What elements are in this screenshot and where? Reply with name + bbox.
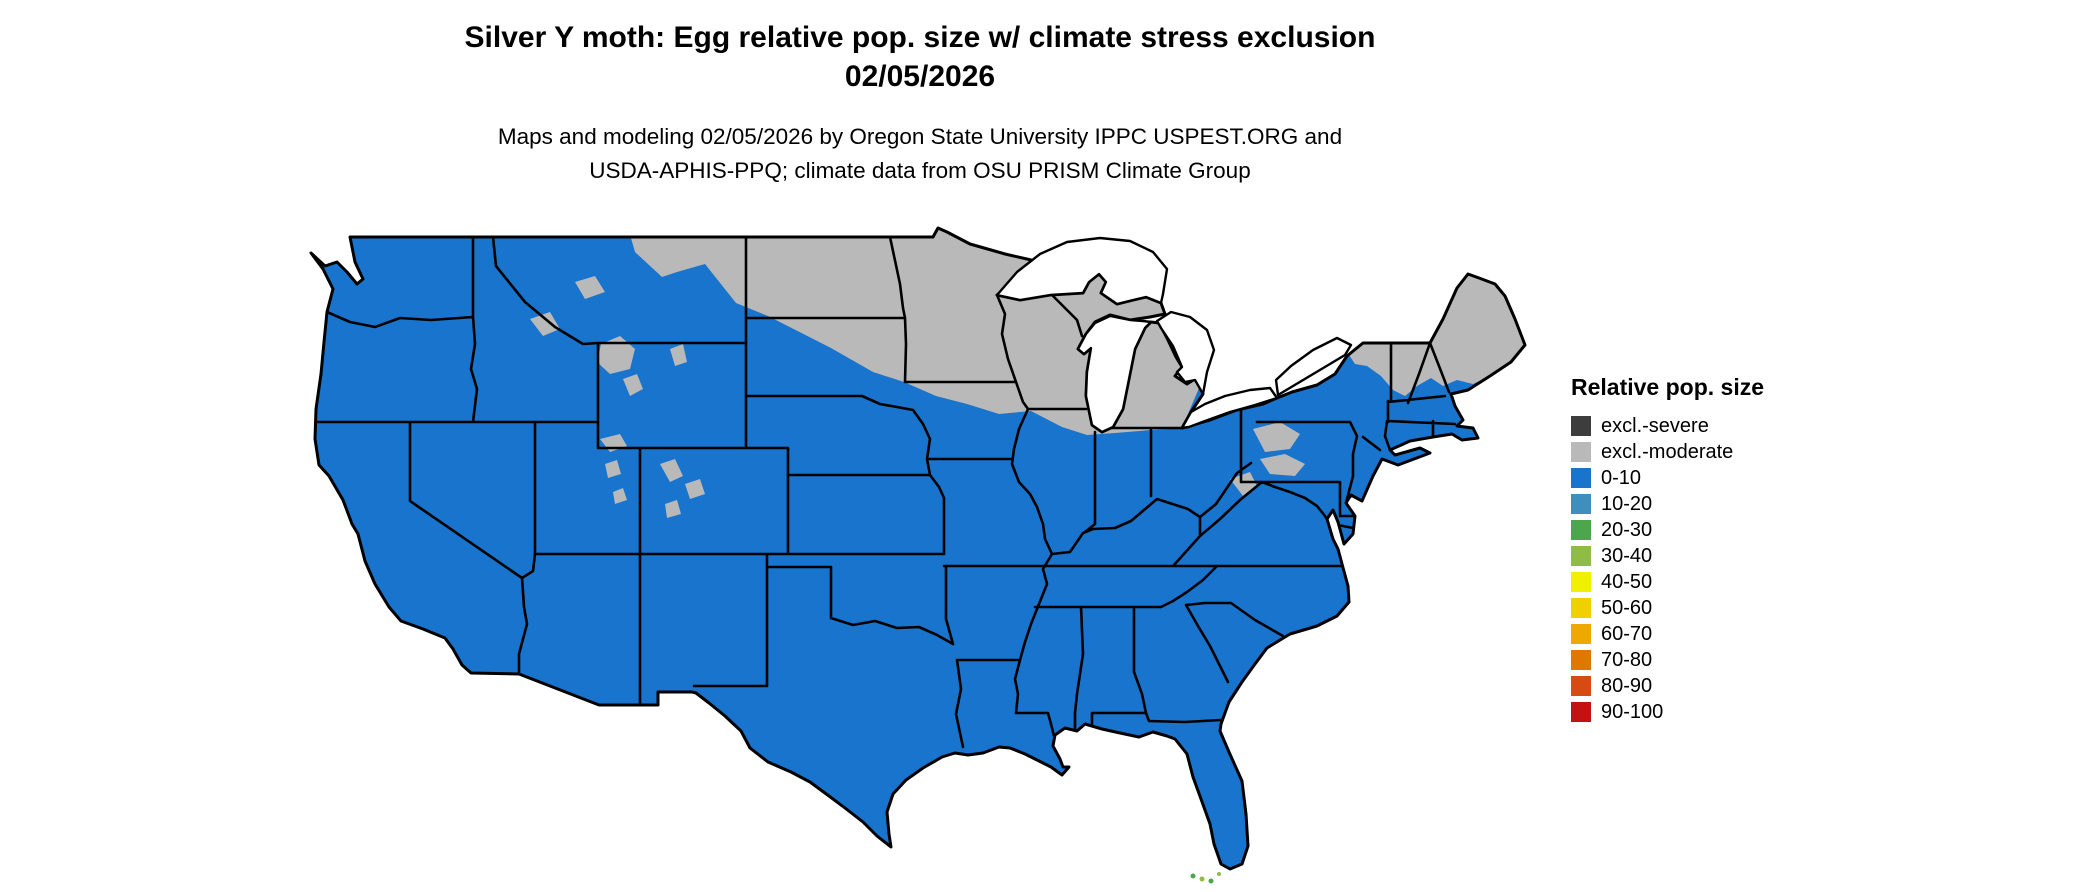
legend-label: excl.-moderate	[1601, 440, 1734, 463]
legend-swatch	[1571, 416, 1591, 436]
legend-swatch	[1571, 650, 1591, 670]
legend-swatch	[1571, 624, 1591, 644]
lake-huron	[1155, 310, 1216, 396]
legend-label: 60-70	[1601, 622, 1653, 645]
map-date: 02/05/2026	[844, 60, 996, 93]
legend-item: 20-30	[1571, 517, 1764, 543]
state-borders	[316, 235, 1457, 749]
speck-20-30	[1190, 873, 1196, 879]
speck-30-40	[1199, 876, 1205, 882]
legend-label: 80-90	[1601, 674, 1653, 697]
legend-swatch	[1571, 572, 1591, 592]
legend-label: 20-30	[1601, 518, 1653, 541]
legend-item: 0-10	[1571, 465, 1764, 491]
us-map	[305, 224, 1535, 884]
legend-label: 50-60	[1601, 596, 1653, 619]
legend-label: 30-40	[1601, 544, 1653, 567]
legend-label: excl.-severe	[1601, 414, 1709, 437]
legend: Relative pop. size excl.-severe excl.-mod…	[1571, 374, 1764, 725]
legend-swatch	[1571, 598, 1591, 618]
legend-swatch	[1571, 702, 1591, 722]
legend-item: 80-90	[1571, 673, 1764, 699]
legend-item: 50-60	[1571, 595, 1764, 621]
legend-swatch	[1571, 468, 1591, 488]
lake-superior	[995, 236, 1169, 306]
legend-label: 10-20	[1601, 492, 1653, 515]
legend-swatch	[1571, 442, 1591, 462]
subtitle-line-1: Maps and modeling 02/05/2026 by Oregon S…	[497, 124, 1343, 149]
us-map-svg	[309, 226, 1527, 884]
legend-item: 90-100	[1571, 699, 1764, 725]
legend-item: 10-20	[1571, 491, 1764, 517]
florida-keys-specks	[1190, 872, 1221, 884]
legend-item: excl.-moderate	[1571, 439, 1764, 465]
map-title: Silver Y moth: Egg relative pop. size w/…	[464, 21, 1376, 54]
legend-item: excl.-severe	[1571, 413, 1764, 439]
lake-michigan	[1076, 314, 1153, 434]
legend-items: excl.-severe excl.-moderate 0-10 10-20 20-30…	[1571, 413, 1764, 725]
header: Silver Y moth: Egg relative pop. size w/…	[150, 18, 1690, 188]
legend-label: 0-10	[1601, 466, 1642, 489]
legend-swatch	[1571, 494, 1591, 514]
legend-label: 70-80	[1601, 648, 1653, 671]
legend-label: 90-100	[1601, 700, 1664, 723]
speck-20-30	[1208, 878, 1214, 884]
lake-erie	[1180, 386, 1279, 430]
legend-swatch	[1571, 676, 1591, 696]
legend-label: 40-50	[1601, 570, 1653, 593]
map-subtitle: Maps and modeling 02/05/2026 by Oregon S…	[150, 120, 1690, 188]
subtitle-line-2: USDA-APHIS-PPQ; climate data from OSU PR…	[589, 157, 1251, 183]
legend-title: Relative pop. size	[1571, 374, 1765, 400]
legend-item: 60-70	[1571, 621, 1764, 647]
legend-swatch	[1571, 520, 1591, 540]
legend-swatch	[1571, 546, 1591, 566]
great-lakes	[995, 236, 1353, 434]
legend-item: 70-80	[1571, 647, 1764, 673]
legend-item: 40-50	[1571, 569, 1764, 595]
legend-item: 30-40	[1571, 543, 1764, 569]
lake-ontario	[1274, 336, 1353, 397]
speck-30-40	[1217, 872, 1221, 876]
